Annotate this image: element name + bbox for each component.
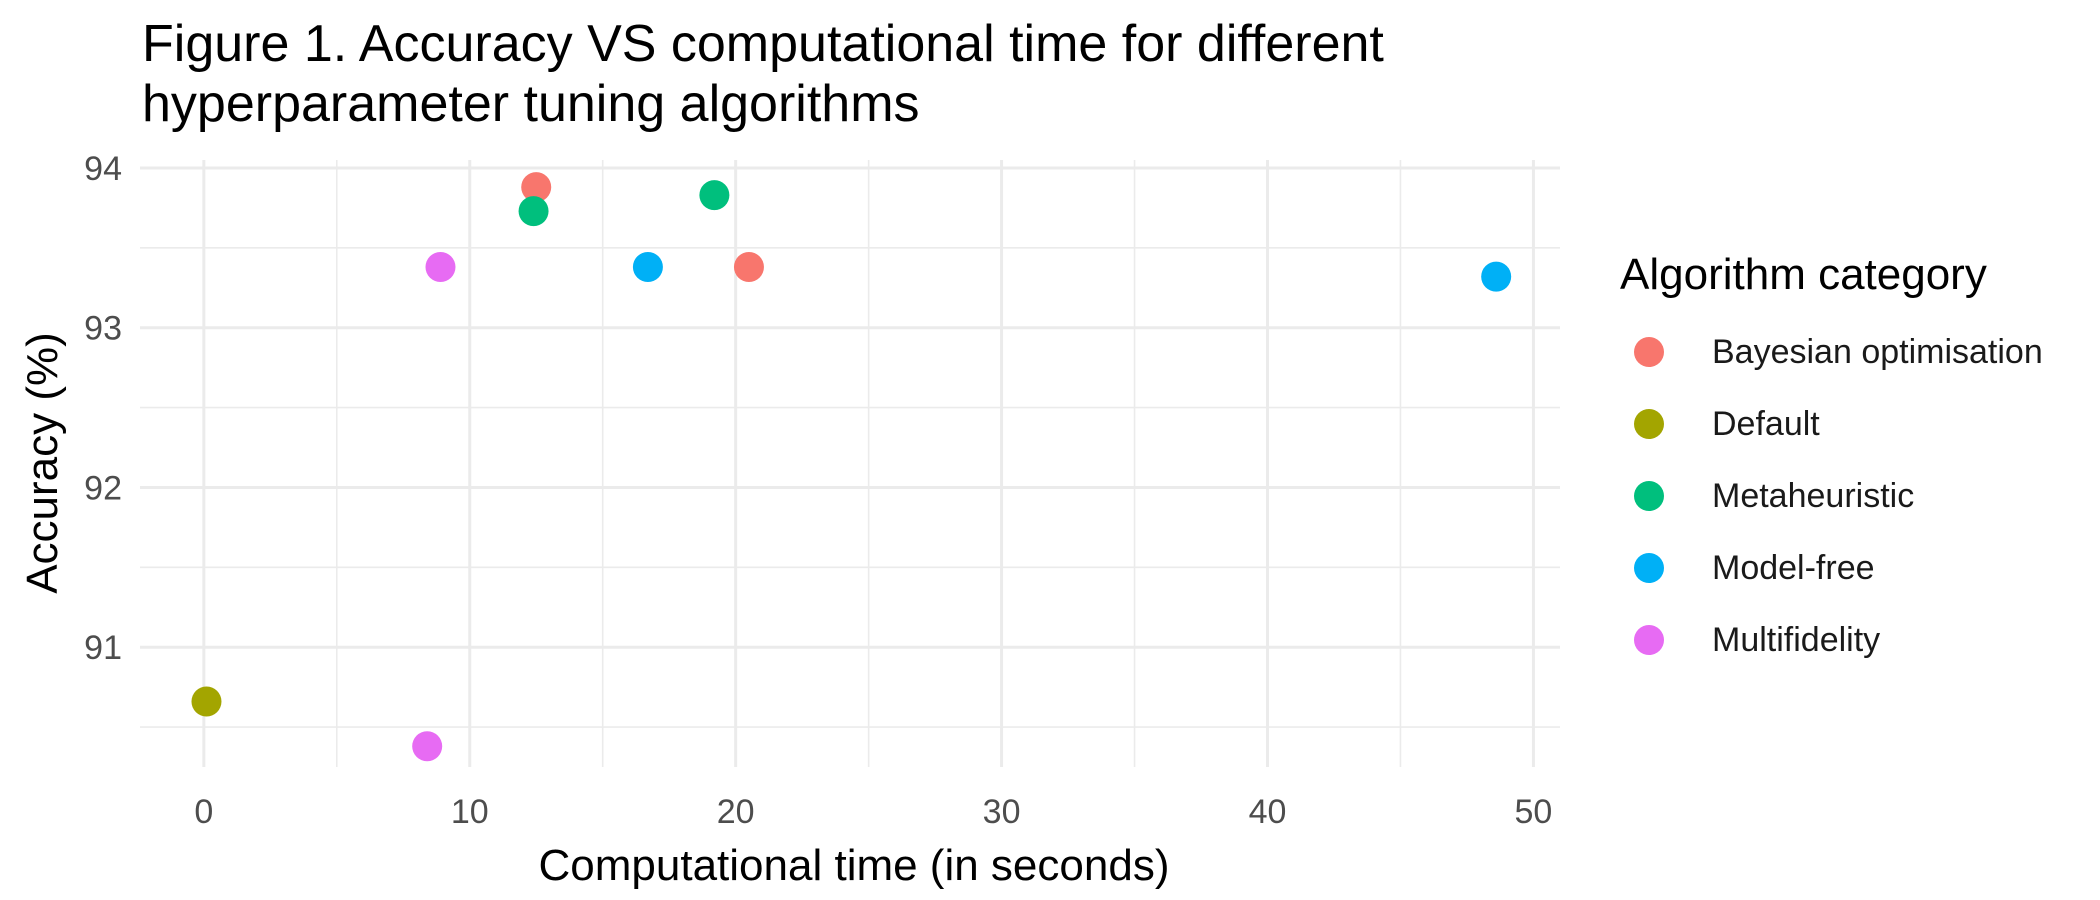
x-tick-label: 0: [194, 793, 213, 831]
data-point: [425, 252, 456, 283]
legend-item: Default: [1620, 388, 2043, 460]
legend-label: Bayesian optimisation: [1712, 332, 2043, 371]
x-tick-label: 20: [717, 793, 755, 831]
data-point: [412, 731, 443, 762]
legend-marker: [1634, 337, 1664, 367]
legend: Algorithm category Bayesian optimisation…: [1620, 248, 2043, 676]
x-axis-ticks: 0 10 20 30 40 50: [194, 793, 1552, 831]
legend-item: Bayesian optimisation: [1620, 316, 2043, 388]
x-axis-label: Computational time (in seconds): [539, 841, 1170, 890]
legend-label: Metaheuristic: [1712, 476, 1915, 515]
data-point: [733, 252, 764, 283]
data-point: [632, 252, 663, 283]
data-point: [518, 196, 549, 227]
legend-title: Algorithm category: [1620, 250, 1987, 299]
data-point: [191, 686, 222, 717]
y-axis-ticks: 91 92 93 94: [84, 150, 122, 667]
chart-title: Figure 1. Accuracy VS computational time…: [142, 15, 1384, 133]
legend-item: Multifidelity: [1620, 604, 2043, 676]
legend-label: Default: [1712, 404, 1820, 443]
x-tick-label: 30: [983, 793, 1021, 831]
data-point: [699, 180, 730, 211]
legend-marker: [1634, 481, 1664, 511]
y-tick-label: 94: [84, 150, 122, 188]
x-tick-label: 50: [1514, 793, 1552, 831]
y-axis-label: Accuracy (%): [18, 332, 67, 594]
legend-marker: [1634, 625, 1664, 655]
y-tick-label: 92: [84, 469, 122, 507]
legend-marker: [1634, 553, 1664, 583]
legend-item: Metaheuristic: [1620, 460, 2043, 532]
x-tick-label: 40: [1249, 793, 1287, 831]
data-points: [191, 172, 1512, 762]
x-tick-label: 10: [451, 793, 489, 831]
legend-marker: [1634, 409, 1664, 439]
y-tick-label: 93: [84, 310, 122, 348]
legend-label: Model-free: [1712, 548, 1875, 587]
legend-label: Multifidelity: [1712, 620, 1881, 659]
data-point: [521, 172, 552, 203]
legend-items: Bayesian optimisation Default Metaheuristi…: [1620, 316, 2043, 676]
grid-lines: [140, 160, 1560, 767]
legend-item: Model-free: [1620, 532, 2043, 604]
y-tick-label: 91: [84, 629, 122, 667]
data-point: [1481, 261, 1512, 292]
